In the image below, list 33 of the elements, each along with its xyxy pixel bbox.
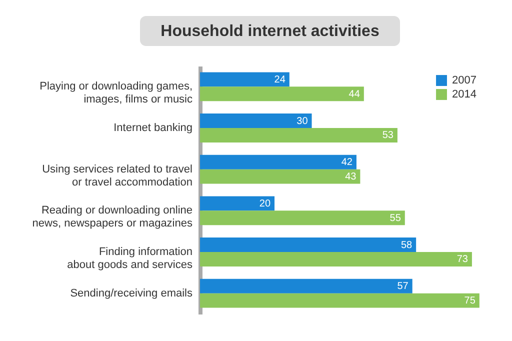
data-label: 43 (345, 172, 357, 183)
bar (200, 114, 312, 128)
data-label: 58 (400, 240, 413, 251)
y-tick-label: Internet banking (114, 122, 192, 134)
data-label: 53 (382, 130, 394, 142)
y-tick-label: Reading or downloading online news, newspapers or magazines (32, 204, 193, 230)
bar (200, 154, 356, 170)
chart-title: Household internet activities (160, 23, 380, 40)
data-label: 30 (296, 116, 308, 127)
data-label: 44 (348, 88, 360, 100)
data-label: 75 (464, 296, 476, 307)
bar (200, 196, 275, 211)
data-label: 55 (390, 212, 402, 224)
bar (200, 86, 364, 102)
bar (200, 128, 398, 142)
bar (200, 278, 412, 294)
y-tick-label: Playing or downloading games, images, films or music (40, 80, 193, 106)
y-tick-label: Finding information about goods and services (67, 246, 193, 271)
bar (200, 293, 480, 308)
data-label: 42 (341, 157, 353, 168)
bar (200, 169, 360, 184)
legend-label: 2007 (452, 74, 476, 86)
data-label: 73 (456, 254, 468, 266)
data-label: 57 (397, 281, 409, 292)
bar (200, 72, 290, 87)
data-label: 24 (274, 74, 286, 86)
bar (200, 238, 416, 252)
legend-label: 2014 (452, 88, 476, 100)
bar (200, 210, 405, 226)
y-tick-label: Using services related to travel or travel accommodation (42, 163, 192, 188)
y-tick-label: Sending/receiving emails (70, 287, 193, 300)
bar (200, 252, 472, 266)
data-label: 20 (259, 198, 271, 210)
